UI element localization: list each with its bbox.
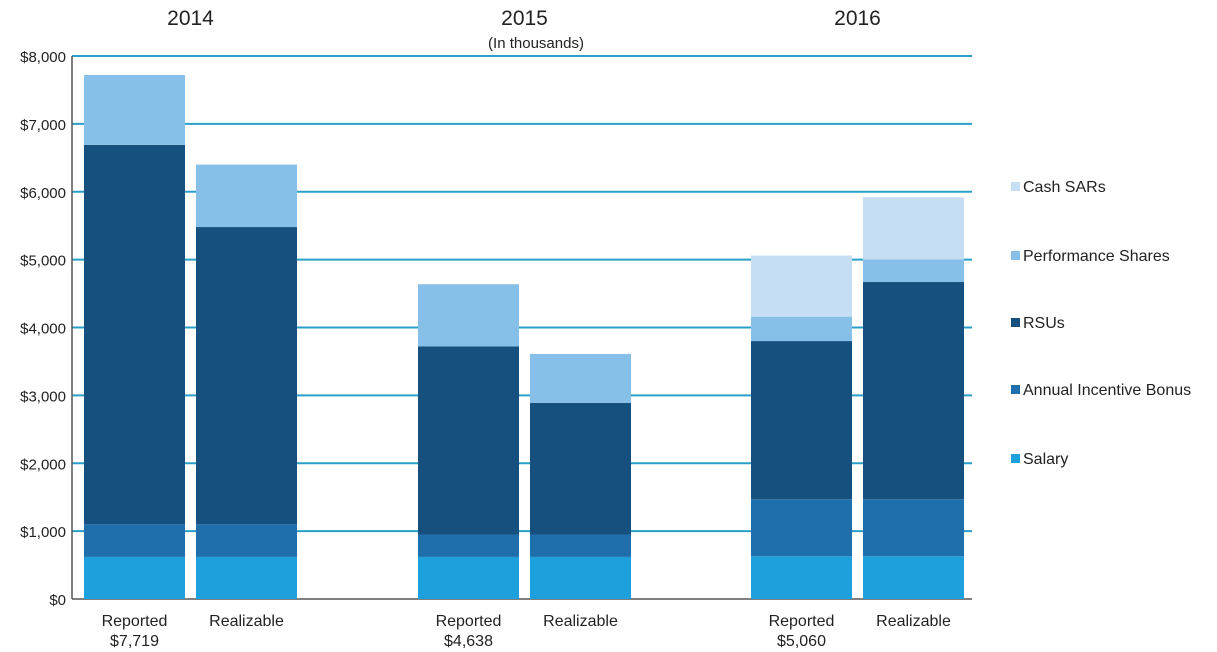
bar-total-label: $7,719 [110, 633, 159, 650]
chart-subtitle: (In thousands) [488, 35, 584, 52]
bar-segment-rsus [751, 341, 852, 500]
bar-segment-performance-shares [530, 353, 631, 403]
legend-swatch [1011, 182, 1020, 191]
legend: Cash SARs Performance Shares RSUs Annual In… [1011, 179, 1191, 468]
bar-segment-performance-shares [196, 164, 297, 228]
bar-segment-performance-shares [751, 316, 852, 342]
bar-category-label: Realizable [543, 613, 618, 630]
bar-category-label: Reported [769, 613, 835, 630]
bar-segment-performance-shares [863, 259, 964, 283]
year-label: 2016 [834, 7, 881, 30]
bar-segment-salary [196, 556, 297, 599]
y-axis: $0 $1,000 $2,000 $3,000 $4,000 $5,000 $6,000 $7… [20, 49, 972, 609]
bar-segment-annual-incentive-bonus [84, 524, 185, 557]
bar-category-label: Reported [436, 613, 502, 630]
bar-segment-performance-shares [418, 284, 519, 347]
y-tick-label: $4,000 [20, 321, 66, 338]
bar-segment-rsus [863, 282, 964, 500]
y-tick-label: $2,000 [20, 456, 66, 473]
bar-segment-salary [418, 556, 519, 599]
y-tick-label: $7,000 [20, 117, 66, 134]
legend-label: Performance Shares [1023, 248, 1170, 265]
y-tick-label: $5,000 [20, 253, 66, 270]
bar-category-label: Reported [102, 613, 168, 630]
legend-label: Cash SARs [1023, 179, 1106, 196]
legend-swatch [1011, 318, 1020, 327]
y-tick-label: $0 [49, 592, 66, 609]
bar-segment-annual-incentive-bonus [530, 534, 631, 557]
bar-segment-annual-incentive-bonus [863, 499, 964, 557]
bar-category-label: Realizable [876, 613, 951, 630]
bar-segment-performance-shares [84, 75, 185, 145]
legend-label: Annual Incentive Bonus [1023, 382, 1191, 399]
bar-segment-cash-sars [751, 255, 852, 317]
y-tick-label: $8,000 [20, 49, 66, 66]
bar-segment-salary [863, 556, 964, 599]
legend-label: RSUs [1023, 315, 1065, 332]
bar-total-label: $5,060 [777, 633, 826, 650]
legend-swatch [1011, 385, 1020, 394]
bar-category-label: Realizable [209, 613, 284, 630]
bar-segment-annual-incentive-bonus [196, 524, 297, 557]
bar-segment-rsus [530, 402, 631, 535]
bar-total-label: $4,638 [444, 633, 493, 650]
legend-swatch [1011, 454, 1020, 463]
bar-segment-cash-sars [863, 197, 964, 260]
legend-swatch [1011, 251, 1020, 260]
bar-segment-salary [751, 556, 852, 599]
bar-segment-annual-incentive-bonus [751, 499, 852, 557]
bar-segment-rsus [196, 227, 297, 525]
year-label: 2015 [501, 7, 548, 30]
y-tick-label: $3,000 [20, 388, 66, 405]
y-tick-label: $1,000 [20, 524, 66, 541]
bar-segment-rsus [418, 346, 519, 535]
bar-segment-salary [530, 556, 631, 599]
y-tick-label: $6,000 [20, 185, 66, 202]
bar-segment-rsus [84, 144, 185, 525]
legend-label: Salary [1023, 451, 1068, 468]
bar-segment-annual-incentive-bonus [418, 534, 519, 557]
year-label: 2014 [167, 7, 214, 30]
labels: (In thousands) Reported $7,719 Realizable 2… [102, 7, 951, 650]
bar-segment-salary [84, 556, 185, 599]
bars [84, 75, 964, 599]
